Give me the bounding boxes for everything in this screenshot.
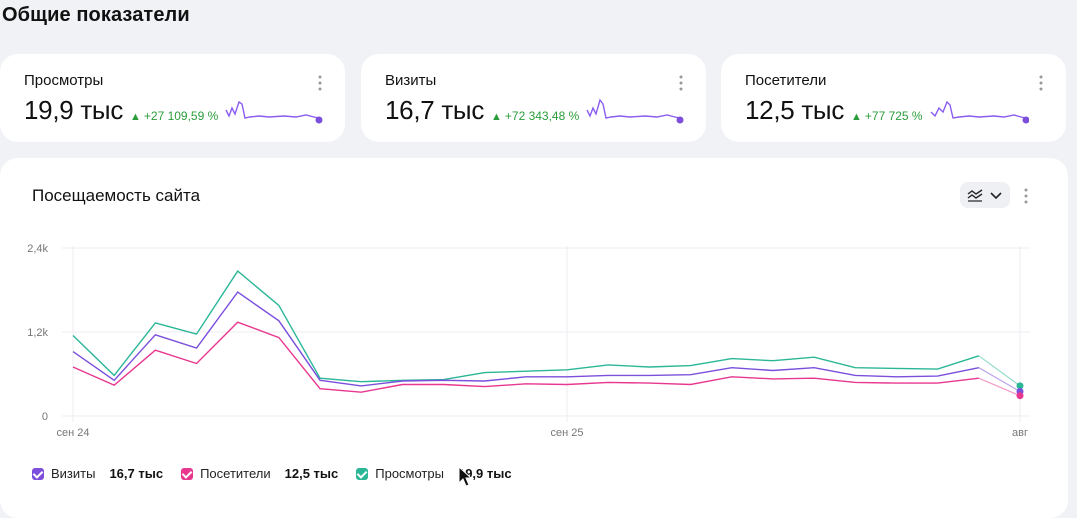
sparkline-chart: [930, 100, 1029, 124]
kpi-label: Визиты: [385, 72, 437, 89]
checkbox-icon[interactable]: [356, 467, 369, 480]
y-tick-label: 2,4k: [27, 243, 48, 255]
kpi-card-visitors[interactable]: Посетители 12,5 тыс ▲ +77 725 %: [721, 54, 1066, 142]
x-tick-label: сен 25: [551, 427, 584, 439]
legend-label: Визиты: [51, 466, 96, 481]
x-tick-label: сен 24: [57, 427, 90, 439]
kpi-card-visits[interactable]: Визиты 16,7 тыс ▲ +72 343,48 %: [361, 54, 706, 142]
y-tick-label: 0: [42, 411, 48, 423]
trend-up-icon: ▲: [130, 111, 141, 123]
card-title: Посещаемость сайта: [32, 186, 201, 205]
legend-value: 16,7 тыс: [109, 466, 164, 481]
kpi-delta-value: +27 109,59 %: [143, 109, 219, 123]
more-menu-icon[interactable]: [313, 74, 327, 92]
chart-type-dropdown[interactable]: [960, 182, 1010, 208]
trend-up-icon: ▲: [491, 111, 502, 123]
legend-item-visits[interactable]: Визиты 16,7 тыс: [32, 466, 163, 481]
y-tick-label: 1,2k: [27, 327, 48, 339]
legend-label: Посетители: [200, 466, 271, 481]
page-title: Общие показатели: [2, 4, 190, 26]
more-menu-icon[interactable]: [674, 74, 688, 92]
legend-value: 12,5 тыс: [284, 466, 339, 481]
series-line-partial: [978, 367, 1021, 393]
more-menu-icon[interactable]: [1034, 74, 1048, 92]
series-line: [72, 270, 980, 383]
series-line: [72, 291, 979, 387]
checkbox-icon[interactable]: [32, 467, 44, 480]
kpi-label: Посетители: [745, 72, 827, 89]
series-line: [72, 321, 979, 393]
legend-label: Просмотры: [375, 466, 444, 481]
sparkline-chart: [225, 100, 323, 124]
mouse-cursor-icon: [458, 466, 473, 487]
kpi-label: Просмотры: [24, 72, 104, 89]
checkbox-icon[interactable]: [181, 467, 194, 480]
traffic-card: Посещаемость сайта 0 1,2k 2,4k сен 24 сен 25…: [0, 158, 1068, 518]
kpi-value: 12,5 тыс: [745, 95, 845, 125]
kpi-delta-value: +72 343,48 %: [504, 109, 580, 123]
sparkline-chart: [586, 98, 684, 124]
trend-up-icon: ▲: [851, 111, 862, 123]
series-endpoint: [1016, 392, 1024, 400]
line-chart-icon: [967, 189, 983, 202]
kpi-value: 16,7 тыс: [385, 95, 485, 125]
x-tick-label: авг: [1012, 427, 1028, 439]
kpi-delta: ▲ +72 343,48 %: [491, 109, 579, 123]
chevron-down-icon: [990, 192, 1002, 200]
series-line-partial: [978, 355, 1021, 387]
kpi-value: 19,9 тыс: [24, 95, 124, 125]
kpi-delta: ▲ +77 725 %: [851, 109, 923, 123]
kpi-delta: ▲ +27 109,59 %: [130, 109, 218, 123]
legend-item-visitors[interactable]: Посетители 12,5 тыс: [181, 466, 338, 481]
kpi-delta-value: +77 725 %: [864, 109, 923, 123]
traffic-line-chart[interactable]: 0 1,2k 2,4k сен 24 сен 25 авг: [0, 158, 1068, 458]
legend-value: 19,9 тыс: [457, 466, 512, 481]
chart-legend: Визиты 16,7 тыс Посетители 12,5 тыс Прос…: [32, 466, 530, 481]
more-menu-icon[interactable]: [1020, 187, 1032, 205]
series-line-partial: [978, 377, 1021, 397]
kpi-card-views[interactable]: Просмотры 19,9 тыс ▲ +27 109,59 %: [0, 54, 345, 142]
legend-item-views[interactable]: Просмотры 19,9 тыс: [356, 466, 512, 481]
series-endpoint: [1016, 382, 1024, 390]
